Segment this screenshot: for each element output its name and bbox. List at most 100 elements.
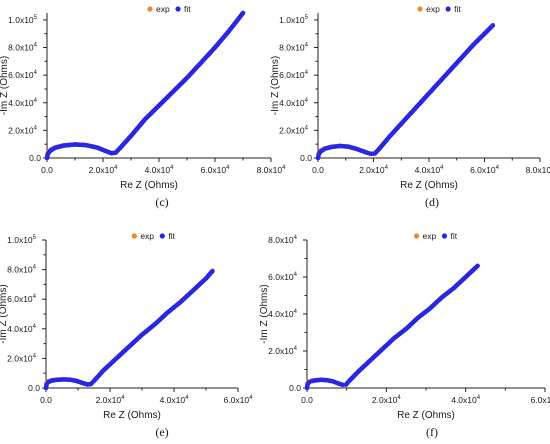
- legend-marker-exp: [131, 233, 137, 239]
- legend-label-exp: exp: [140, 231, 154, 241]
- x-tick-label-exponent: 4: [440, 165, 444, 171]
- x-tick-label-exponent: 4: [397, 395, 401, 401]
- legend-label-fit: fit: [184, 4, 191, 14]
- series-fit: [43, 268, 215, 391]
- legend-marker-exp: [147, 6, 153, 12]
- y-tick-label-exponent: 4: [34, 43, 38, 49]
- sample-marker-fit: [328, 378, 334, 384]
- x-tick-label-mantissa: 6.0x10: [470, 165, 496, 175]
- y-tick-label-exponent: 4: [294, 346, 298, 352]
- y-axis-title: -Im Z (Ohms): [259, 284, 270, 343]
- sample-marker-fit: [370, 151, 376, 156]
- x-tick-label: 8.0x104: [257, 165, 287, 175]
- x-tick-label-mantissa: 2.0x10: [359, 165, 385, 175]
- y-tick-label: 6.0x104: [279, 70, 309, 80]
- y-tick-label: 2.0x104: [7, 353, 37, 363]
- panel-e: 0.0 2.0x104 4.0x104 6.0x1040.02.0x1044.0x10…: [0, 231, 253, 439]
- y-tick-label-mantissa: 0.0: [289, 383, 301, 393]
- y-tick-label-exponent: 4: [33, 353, 37, 359]
- y-tick-label-mantissa: 8.0x10: [8, 43, 34, 53]
- y-tick-label-exponent: 4: [33, 265, 37, 271]
- x-axis-title: Re Z (Ohms): [120, 180, 178, 191]
- x-tick-label-mantissa: 0.0: [40, 395, 52, 405]
- y-tick-label: 0.0: [28, 383, 40, 393]
- x-tick-label: 6.0x104: [224, 395, 254, 405]
- y-tick-label-exponent: 4: [305, 43, 309, 49]
- sample-marker-fit: [107, 150, 112, 155]
- x-tick-label: 0.0: [312, 165, 324, 175]
- sample-marker-fit: [338, 381, 344, 387]
- y-tick-label-exponent: 5: [33, 235, 37, 241]
- y-tick-label-mantissa: 2.0x10: [8, 125, 34, 135]
- legend-label-fit: fit: [168, 231, 175, 241]
- panel-caption: (f): [426, 425, 438, 439]
- y-tick-label: 1.0x105: [7, 235, 37, 245]
- x-tick-label-mantissa: 2.0x10: [89, 165, 115, 175]
- y-tick-label: 0.0: [300, 153, 312, 163]
- sample-marker-fit: [45, 153, 50, 159]
- y-tick-label-exponent: 4: [34, 125, 38, 131]
- y-tick-label: 8.0x104: [7, 265, 37, 275]
- x-tick-label-mantissa: 4.0x10: [160, 395, 186, 405]
- x-tick-label-mantissa: 2.0x10: [372, 395, 398, 405]
- sample-marker-fit: [327, 145, 333, 150]
- y-axis-title: -Im Z (Ohms): [270, 56, 281, 115]
- x-tick-label-mantissa: 4.0x10: [451, 395, 477, 405]
- sample-marker-fit: [311, 378, 317, 384]
- x-tick-label: 4.0x104: [160, 395, 190, 405]
- sample-marker-fit: [47, 379, 53, 384]
- sample-marker-fit: [316, 377, 322, 383]
- legend-marker-exp: [417, 6, 423, 12]
- x-tick-label-exponent: 4: [121, 395, 125, 401]
- panel-c: 0.0 2.0x104 4.0x104 6.0x104 8.0x1040.02.0x10…: [0, 4, 286, 209]
- y-tick-label-exponent: 4: [34, 70, 38, 76]
- x-tick-label-exponent: 4: [385, 165, 389, 171]
- y-tick-label-mantissa: 6.0x10: [279, 70, 305, 80]
- y-tick-label-mantissa: 4.0x10: [7, 324, 33, 334]
- series-fit: [44, 10, 246, 161]
- x-tick-label: 6.0x104: [470, 165, 500, 175]
- x-tick-label: 8.0x104: [526, 165, 550, 175]
- x-tick-label-mantissa: 0.0: [312, 165, 324, 175]
- legend-label-exp: exp: [422, 231, 436, 241]
- x-tick-label: 2.0x104: [372, 395, 402, 405]
- x-axis-title: Re Z (Ohms): [103, 410, 161, 421]
- x-axis-title: Re Z (Ohms): [400, 180, 458, 191]
- x-tick-label-exponent: 4: [496, 165, 500, 171]
- y-tick-label-mantissa: 8.0x10: [268, 235, 294, 245]
- x-tick-label-exponent: 4: [226, 165, 230, 171]
- legend-label-fit: fit: [450, 231, 457, 241]
- sample-marker-fit: [361, 149, 366, 154]
- y-tick-label: 0.0: [29, 153, 41, 163]
- y-tick-label-exponent: 4: [294, 272, 298, 278]
- y-tick-label-mantissa: 2.0x10: [268, 346, 294, 356]
- y-tick-label-mantissa: 6.0x10: [8, 70, 34, 80]
- y-tick-label-mantissa: 8.0x10: [7, 265, 33, 275]
- x-tick-label-mantissa: 4.0x10: [415, 165, 441, 175]
- x-tick-label-exponent: 4: [249, 395, 253, 401]
- panel-caption: (c): [155, 195, 168, 209]
- y-tick-label-exponent: 4: [305, 70, 309, 76]
- x-tick-label-exponent: 4: [185, 395, 189, 401]
- sample-marker-fit: [489, 24, 494, 29]
- y-tick-label-mantissa: 2.0x10: [7, 353, 33, 363]
- x-tick-label-mantissa: 6.0x10: [531, 395, 550, 405]
- y-tick-label-mantissa: 6.0x10: [7, 294, 33, 304]
- x-tick-label: 4.0x104: [451, 395, 481, 405]
- panel-d: 0.02.0x1044.0x1046.0x1048.0x1040.02.0x10…: [270, 4, 550, 209]
- y-tick-label: 8.0x104: [8, 43, 38, 53]
- x-tick-label-mantissa: 0.0: [301, 395, 313, 405]
- y-tick-label-exponent: 4: [34, 98, 38, 104]
- legend-label-fit: fit: [454, 4, 461, 14]
- x-tick-label: 0.0: [40, 395, 52, 405]
- y-tick-label-exponent: 5: [34, 15, 38, 21]
- sample-marker-fit: [111, 150, 116, 156]
- sample-marker-fit: [59, 377, 65, 382]
- y-tick-label-mantissa: 4.0x10: [8, 98, 34, 108]
- sample-marker-fit: [71, 142, 76, 147]
- y-tick-label: 4.0x104: [7, 324, 37, 334]
- y-tick-label-exponent: 4: [305, 98, 309, 104]
- x-tick-label-mantissa: 0.0: [41, 165, 53, 175]
- y-tick-label-exponent: 4: [294, 309, 298, 315]
